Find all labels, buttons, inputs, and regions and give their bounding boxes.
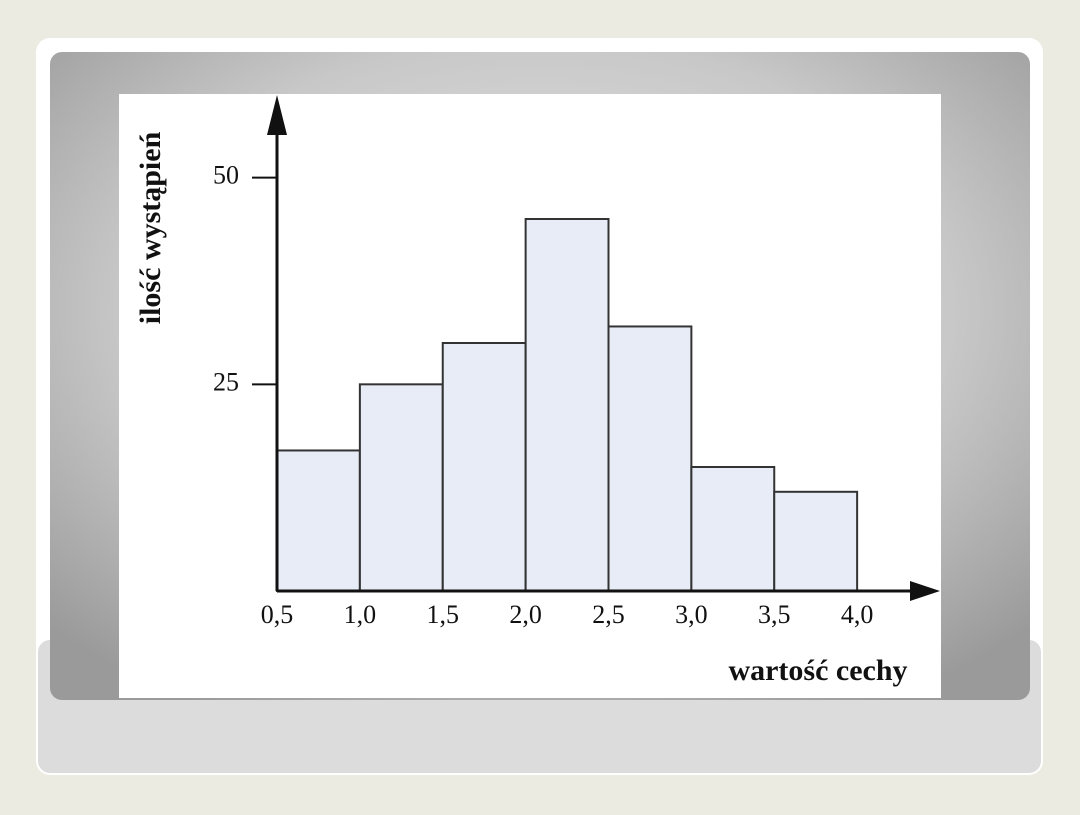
- x-tick-label: 3,0: [675, 600, 708, 629]
- bar: [358, 383, 444, 593]
- y-tick-label: 25: [213, 367, 239, 396]
- bar: [276, 449, 361, 593]
- bar: [690, 466, 776, 592]
- y-axis-arrow: [267, 95, 287, 135]
- y-tick-label: 50: [213, 161, 239, 190]
- bar: [773, 490, 859, 592]
- bar: [524, 218, 610, 592]
- bar: [607, 325, 693, 592]
- x-tick-label: 4,0: [841, 600, 874, 629]
- x-tick-label: 1,0: [344, 600, 377, 629]
- x-tick-label: 0,5: [261, 600, 294, 629]
- x-tick-label: 2,5: [592, 600, 625, 629]
- x-axis-label: wartość cechy: [728, 654, 907, 687]
- x-tick-label: 3,5: [758, 600, 791, 629]
- bar: [441, 342, 527, 592]
- x-tick-label: 2,0: [509, 600, 542, 629]
- y-axis-label: ilość wystąpień: [134, 131, 167, 324]
- x-tick-label: 1,5: [427, 600, 460, 629]
- x-axis-arrow: [910, 581, 940, 601]
